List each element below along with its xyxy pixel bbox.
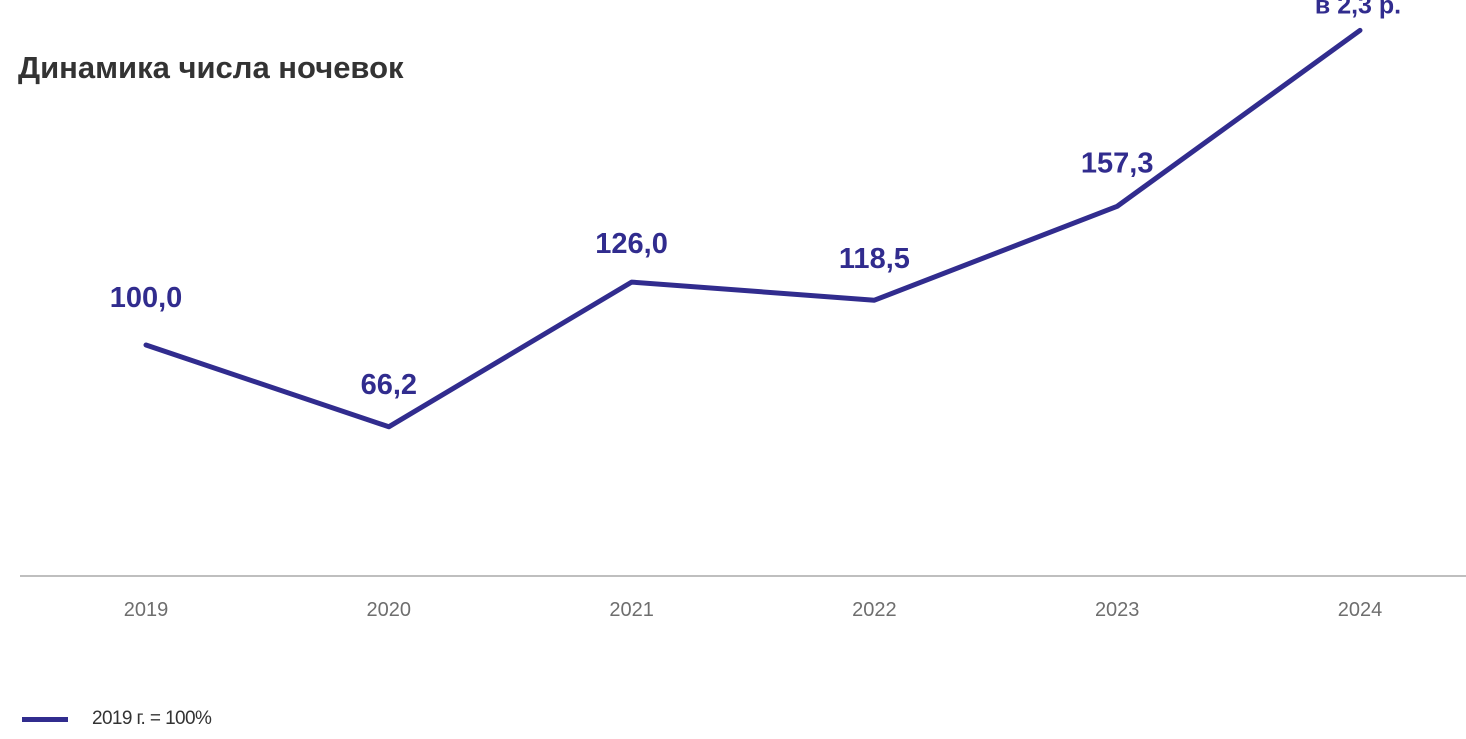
- x-tick-label: 2020: [367, 599, 412, 621]
- x-tick-label: 2023: [1095, 599, 1140, 621]
- legend-label: 2019 г. = 100%: [92, 708, 212, 729]
- data-label: 100,0: [110, 282, 183, 314]
- legend: 2019 г. = 100%: [22, 708, 212, 730]
- chart-title: Динамика числа ночевок: [18, 50, 404, 85]
- data-label: 66,2: [361, 369, 417, 401]
- x-tick-label: 2021: [609, 599, 654, 621]
- data-label: в 2,3 р.: [1315, 0, 1401, 19]
- data-label: 157,3: [1081, 147, 1154, 179]
- x-tick-labels: 2019 2020 2021 2022 2023 2024: [124, 599, 1383, 621]
- x-tick-label: 2024: [1338, 599, 1383, 621]
- series-line: [143, 27, 1363, 430]
- x-tick-label: 2019: [124, 599, 169, 621]
- x-tick-label: 2022: [852, 599, 897, 621]
- data-label: 126,0: [595, 228, 668, 260]
- data-label: 118,5: [839, 243, 910, 275]
- data-labels: 100,0 66,2 126,0 118,5 157,3 в 2,3 р.: [110, 0, 1401, 401]
- legend-swatch: [22, 716, 68, 722]
